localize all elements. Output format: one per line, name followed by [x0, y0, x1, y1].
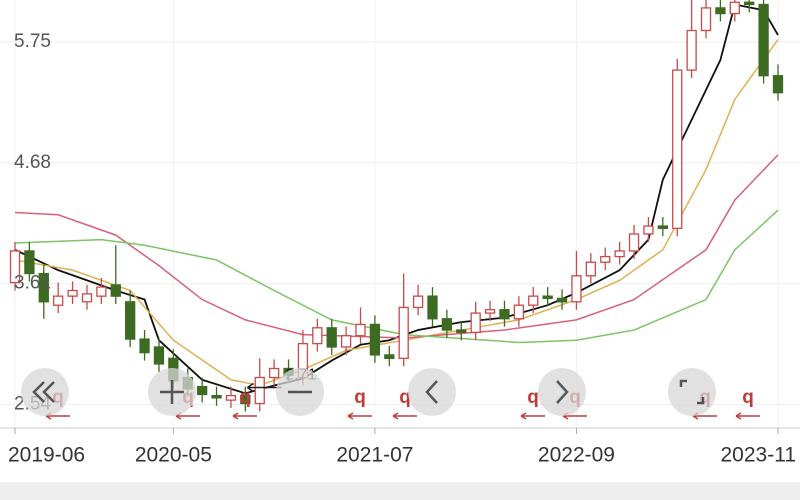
prev-button[interactable]	[408, 368, 456, 416]
candle-body	[254, 376, 265, 405]
marker-arrow	[735, 412, 760, 420]
marker-label: q	[527, 387, 539, 408]
candle-body	[110, 284, 121, 297]
marker-label: q	[354, 387, 366, 408]
marker-arrow	[347, 412, 372, 420]
candle-body	[96, 286, 107, 297]
candle-body	[240, 394, 251, 405]
candle-body	[268, 367, 280, 379]
fullscreen-button[interactable]	[668, 368, 716, 416]
candle-body	[326, 327, 337, 348]
marker-arrow	[392, 412, 417, 420]
candle-body	[729, 1, 740, 15]
marker-label: q	[742, 387, 754, 408]
candle-body	[758, 3, 769, 77]
candle-body	[571, 275, 582, 303]
y-tick-label: 5.75	[14, 31, 51, 52]
candle-body	[470, 312, 481, 333]
candle-body	[427, 295, 438, 320]
candle-body	[384, 354, 395, 359]
candle-body	[744, 1, 755, 6]
candle-body	[211, 394, 222, 399]
x-tick-label: 2021-07	[336, 444, 413, 467]
candle-body	[412, 295, 424, 309]
candle-body	[456, 329, 467, 333]
x-tick-label: 2020-05	[135, 444, 212, 467]
x-tick-label: 2019-06	[8, 444, 85, 467]
candle-body	[499, 309, 510, 320]
candle-body	[369, 323, 381, 356]
bottom-strip	[0, 482, 800, 500]
x-tick-label: 2022-09	[538, 444, 615, 467]
y-tick-label: 3.61	[14, 273, 51, 294]
candle-body	[355, 323, 366, 337]
marker-label: q	[239, 387, 251, 408]
marker-arrow	[232, 412, 257, 420]
candle-body	[585, 261, 596, 277]
zoom-out-button[interactable]	[276, 368, 324, 416]
candle-body	[441, 318, 453, 331]
candle-body	[600, 255, 611, 263]
candle-body	[715, 7, 726, 15]
candle-body	[672, 69, 683, 229]
candle-body	[398, 306, 409, 359]
nav-buttons	[21, 368, 716, 416]
candle-body	[772, 75, 784, 94]
candle-body	[614, 250, 625, 258]
candle-body	[9, 250, 21, 284]
candle-body	[67, 289, 78, 297]
candle-body	[542, 295, 553, 300]
candle-body	[139, 338, 150, 354]
marker-label: q	[399, 387, 411, 408]
zoom-in-button[interactable]	[148, 368, 196, 416]
candle-body	[700, 7, 712, 32]
annotation-arrow	[246, 382, 282, 393]
candle-body	[24, 250, 35, 275]
candle-body	[153, 346, 165, 365]
candle-body	[197, 385, 208, 396]
candle-body	[38, 272, 49, 303]
next-button[interactable]	[538, 368, 586, 416]
candle-body	[81, 293, 93, 303]
marker-arrow	[520, 412, 545, 420]
candle-body	[556, 297, 568, 303]
moving-average-line	[14, 154, 779, 339]
candle-body	[643, 225, 654, 235]
x-tick-label: 2023-11	[720, 444, 796, 467]
candle-body	[312, 327, 323, 345]
candle-body	[686, 29, 697, 71]
candle-body	[513, 304, 525, 320]
rewind-button[interactable]	[21, 368, 69, 416]
candle-body	[225, 394, 237, 401]
candle-body	[528, 295, 539, 306]
candle-body	[125, 301, 136, 340]
y-tick-label: 4.68	[14, 152, 51, 173]
candle-body	[657, 225, 668, 229]
candle-body	[340, 335, 352, 348]
candle-body	[628, 233, 640, 252]
candle-body	[484, 309, 496, 314]
candle-body	[53, 295, 64, 306]
